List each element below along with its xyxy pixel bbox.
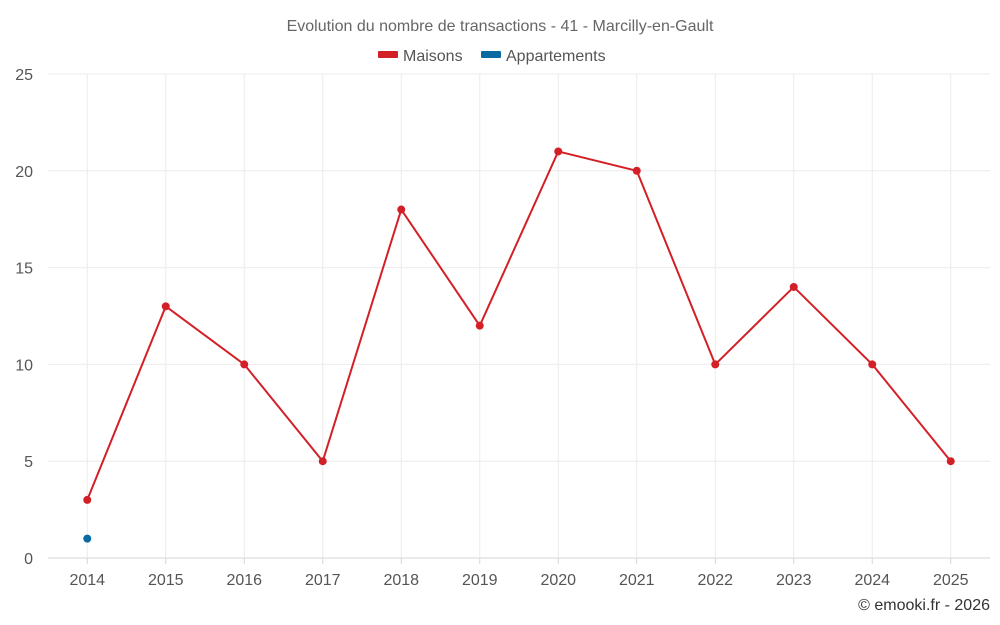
y-tick-label: 5 — [24, 454, 33, 471]
credit-text: © emooki.fr - 2026 — [858, 597, 990, 614]
y-tick-label: 0 — [24, 551, 33, 568]
x-tick-label: 2020 — [540, 572, 576, 589]
data-point-maisons[interactable] — [397, 205, 406, 214]
series-line-maisons — [86, 150, 952, 501]
x-tick-label: 2014 — [69, 572, 105, 589]
y-tick-label: 25 — [15, 67, 33, 84]
series — [83, 147, 955, 543]
data-point-maisons[interactable] — [632, 166, 641, 175]
y-axis: 0 5 10 15 20 25 — [15, 67, 33, 568]
data-point-maisons[interactable] — [83, 495, 92, 504]
data-point-appartements[interactable] — [83, 534, 92, 543]
x-tick-label: 2021 — [619, 572, 655, 589]
x-tick-label: 2017 — [305, 572, 341, 589]
x-tick-label: 2016 — [226, 572, 262, 589]
legend-swatch-maisons — [378, 51, 398, 58]
data-point-maisons[interactable] — [554, 147, 563, 156]
y-tick-label: 10 — [15, 357, 33, 374]
grid — [48, 73, 990, 558]
x-tick-label: 2024 — [854, 572, 890, 589]
data-point-maisons[interactable] — [318, 457, 327, 466]
data-point-maisons[interactable] — [868, 360, 877, 369]
x-tick-label: 2023 — [776, 572, 812, 589]
x-tick-label: 2019 — [462, 572, 498, 589]
legend: Maisons Appartements — [378, 48, 606, 65]
x-tick-label: 2015 — [148, 572, 184, 589]
data-point-maisons[interactable] — [240, 360, 249, 369]
data-point-maisons[interactable] — [711, 360, 720, 369]
data-point-maisons[interactable] — [161, 302, 170, 311]
chart-title: Evolution du nombre de transactions - 41… — [287, 18, 714, 35]
x-tick-label: 2018 — [383, 572, 419, 589]
legend-label-maisons: Maisons — [403, 48, 463, 65]
y-tick-label: 15 — [15, 261, 33, 278]
legend-label-appartements: Appartements — [506, 48, 606, 65]
data-point-maisons[interactable] — [475, 321, 484, 330]
x-axis: 2014 2015 2016 2017 2018 2019 2020 2021 2022 2023… — [48, 557, 990, 589]
legend-item-maisons[interactable]: Maisons — [378, 48, 463, 65]
legend-swatch-appartements — [481, 51, 501, 58]
x-tick-label: 2025 — [933, 572, 969, 589]
data-point-maisons[interactable] — [946, 457, 955, 466]
legend-item-appartements[interactable]: Appartements — [481, 48, 606, 65]
data-point-maisons[interactable] — [789, 282, 798, 291]
y-tick-label: 20 — [15, 164, 33, 181]
x-tick-label: 2022 — [697, 572, 733, 589]
